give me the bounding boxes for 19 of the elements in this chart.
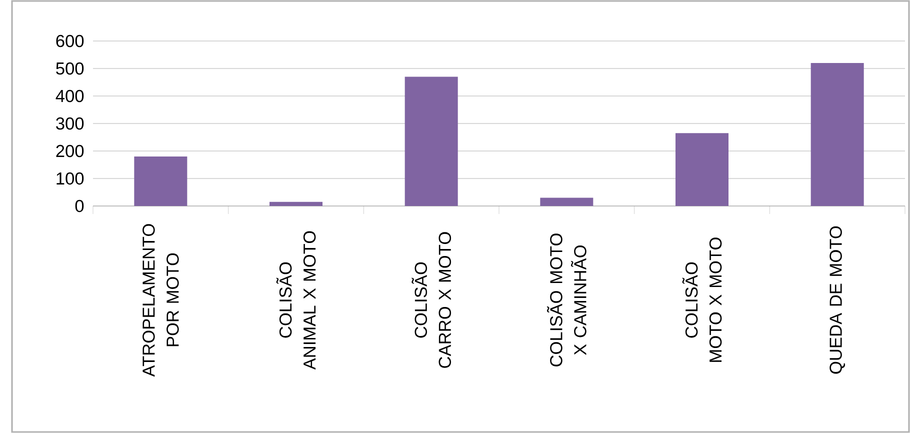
x-tick-label: COLISÃO MOTO X CAMINHÃO [546,234,586,366]
bar [404,76,458,206]
y-tick-label: 300 [56,117,84,130]
bar [270,202,323,206]
bar [810,63,864,206]
y-tick-label: 100 [56,172,84,185]
bar [676,133,728,206]
bar [540,198,594,206]
y-tick-label: 0 [75,200,84,212]
x-tick-label: COLISÃO MOTO X MOTO [682,238,722,362]
y-tick-label: 500 [56,62,84,75]
y-tick-label: 200 [56,144,84,158]
bar [134,156,188,206]
y-tick-label: 600 [56,34,84,48]
y-tick-label: 400 [56,90,84,102]
x-tick-label: ATROPELAMENTO POR MOTO [142,224,179,377]
x-tick-label: QUEDA DE MOTO [830,226,846,374]
x-tick-label: COLISÃO CARRO X MOTO [412,232,452,368]
x-tick-label: COLISÃO ANIMAL X MOTO [276,231,316,370]
